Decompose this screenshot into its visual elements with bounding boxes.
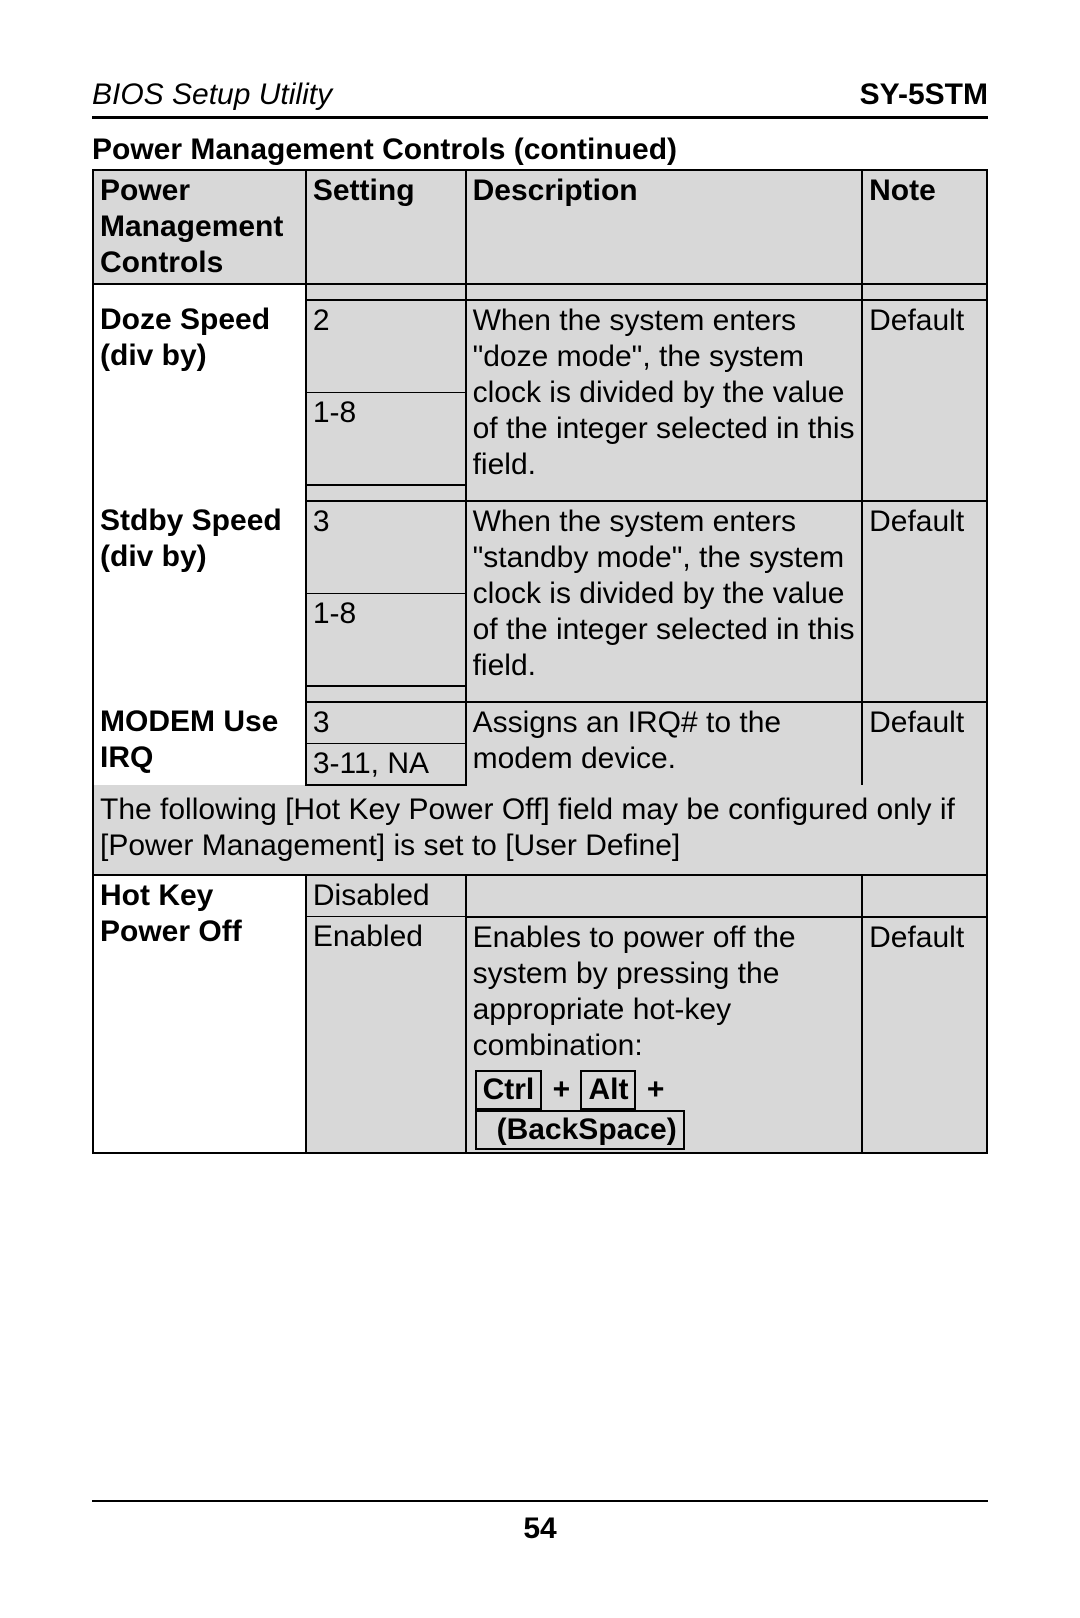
plus-icon: +: [553, 1073, 571, 1106]
label-hotkey: Hot Key Power Off: [93, 875, 306, 1153]
note-modem: Default: [862, 702, 987, 785]
col-header-setting: Setting: [306, 170, 466, 284]
desc-doze: When the system enters "doze mode", the …: [466, 300, 863, 485]
desc-hotkey-text: Enables to power off the system by press…: [473, 921, 796, 1062]
hotkey-combo: Ctrl + Alt + (BackSpace): [473, 1070, 856, 1150]
setting-stdby-1: 3: [306, 501, 466, 594]
label-modem: MODEM Use IRQ: [93, 702, 306, 785]
spacer-row: [93, 485, 987, 501]
info-text: The following [Hot Key Power Off] field …: [93, 785, 987, 875]
page-header: BIOS Setup Utility SY-5STM: [92, 78, 988, 119]
table-header-row: Power Management Controls Setting Descri…: [93, 170, 987, 284]
header-title-right: SY-5STM: [860, 78, 988, 112]
note-doze: Default: [862, 300, 987, 485]
desc-hotkey-empty: [466, 875, 863, 917]
setting-stdby-2: 1-8: [306, 594, 466, 687]
label-stdby: Stdby Speed (div by): [93, 501, 306, 686]
row-doze-1: Doze Speed (div by) 2 When the system en…: [93, 300, 987, 393]
desc-modem: Assigns an IRQ# to the modem device.: [466, 702, 863, 785]
spacer-row: [93, 284, 987, 300]
spacer-row: [93, 686, 987, 702]
header-title-left: BIOS Setup Utility: [92, 78, 332, 112]
row-info: The following [Hot Key Power Off] field …: [93, 785, 987, 875]
footer-rule: [92, 1500, 988, 1502]
setting-doze-1: 2: [306, 300, 466, 393]
note-hotkey: Default: [862, 917, 987, 1153]
setting-hotkey-2: Enabled: [306, 917, 466, 1153]
key-alt: Alt: [580, 1070, 636, 1110]
label-doze: Doze Speed (div by): [93, 300, 306, 485]
section-title: Power Management Controls (continued): [92, 133, 988, 167]
setting-modem-1: 3: [306, 702, 466, 744]
page-number: 54: [0, 1512, 1080, 1546]
plus-icon: +: [647, 1073, 665, 1106]
key-backspace: (BackSpace): [475, 1110, 685, 1150]
setting-doze-2: 1-8: [306, 393, 466, 486]
key-ctrl: Ctrl: [475, 1070, 543, 1110]
note-stdby: Default: [862, 501, 987, 686]
row-modem-1: MODEM Use IRQ 3 Assigns an IRQ# to the m…: [93, 702, 987, 744]
desc-hotkey: Enables to power off the system by press…: [466, 917, 863, 1153]
desc-stdby: When the system enters "standby mode", t…: [466, 501, 863, 686]
col-header-controls: Power Management Controls: [93, 170, 306, 284]
power-mgmt-table: Power Management Controls Setting Descri…: [92, 169, 988, 1154]
note-hotkey-empty: [862, 875, 987, 917]
setting-modem-2: 3-11, NA: [306, 744, 466, 786]
col-header-note: Note: [862, 170, 987, 284]
row-hotkey-1: Hot Key Power Off Disabled: [93, 875, 987, 917]
col-header-description: Description: [466, 170, 863, 284]
setting-hotkey-1: Disabled: [306, 875, 466, 917]
row-stdby-1: Stdby Speed (div by) 3 When the system e…: [93, 501, 987, 594]
